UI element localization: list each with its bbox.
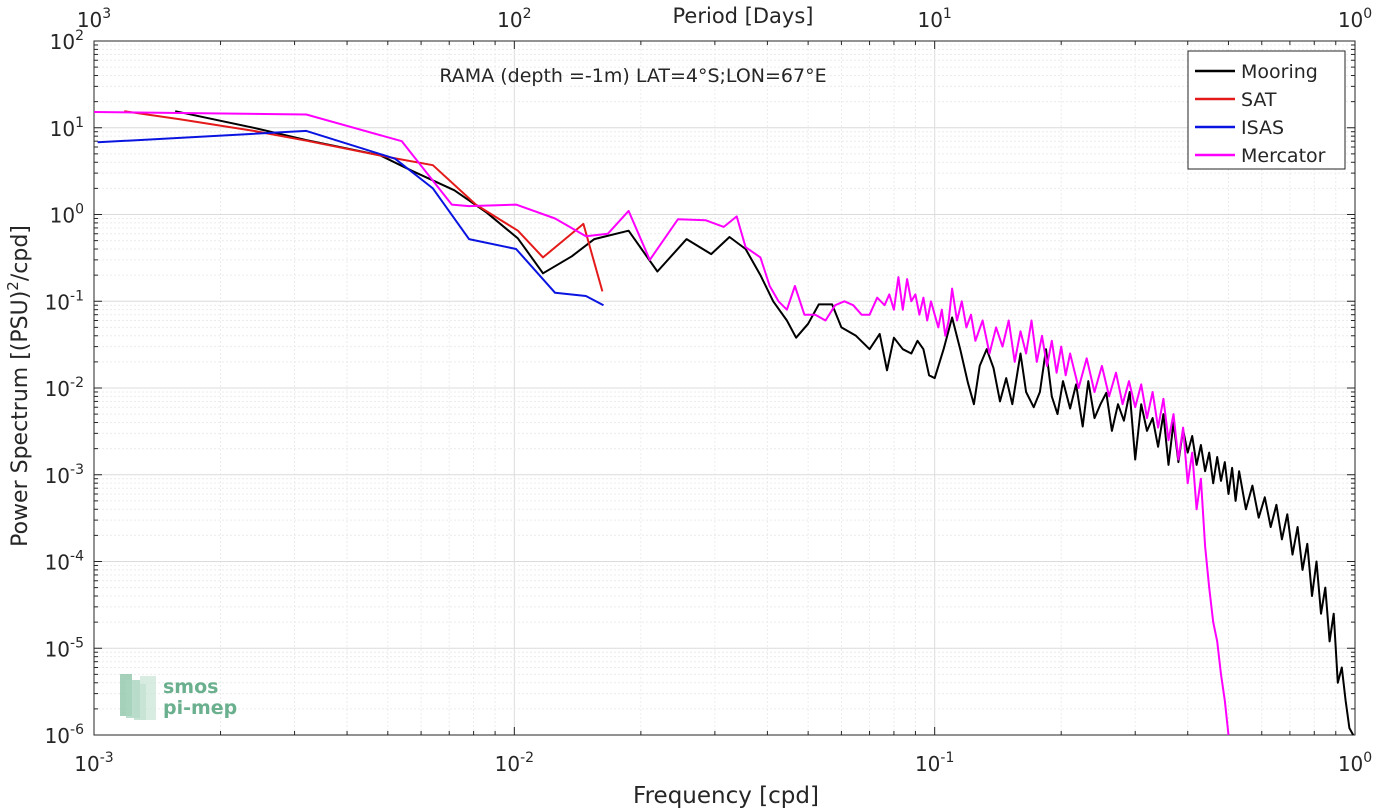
top-tick-label-base: 10 (1338, 8, 1363, 32)
top-tick-label-exp: 2 (523, 6, 532, 22)
y-tick-label-base: 10 (45, 464, 70, 488)
series-line-sat (124, 110, 604, 292)
y-tick-label: 10-3 (45, 462, 84, 488)
top-axis-label: Period [Days] (673, 4, 814, 28)
x-tick-label-base: 10 (495, 752, 520, 776)
smos-pi-mep-logo: smos pi-mep (120, 674, 237, 720)
y-tick-label-base: 10 (45, 551, 70, 575)
x-tick-label-exp: -1 (940, 750, 954, 766)
y-tick-label: 10-6 (45, 722, 85, 748)
top-tick-label: 102 (497, 6, 531, 32)
top-tick-label-exp: 1 (943, 6, 952, 22)
x-tick-label: 10-2 (495, 750, 534, 776)
x-tick-label: 10-3 (74, 750, 113, 776)
y-tick-label: 10-5 (45, 635, 84, 661)
top-tick-label-base: 10 (917, 8, 942, 32)
legend-label-isas: ISAS (1241, 117, 1284, 139)
series-line-isas (97, 129, 604, 307)
series-line-mooring (174, 110, 1355, 736)
y-tick-label-exp: 1 (75, 115, 84, 131)
y-tick-label: 10-1 (45, 288, 84, 314)
y-tick-label-exp: -5 (70, 635, 84, 651)
top-tick-label: 101 (917, 6, 951, 32)
y-tick-label-base: 10 (50, 117, 75, 141)
x-tick-label-exp: -3 (100, 750, 114, 766)
series-lines (93, 110, 1355, 736)
x-tick-label-base: 10 (74, 752, 99, 776)
top-tick-label-exp: 3 (102, 6, 111, 22)
chart-title: RAMA (depth =-1m) LAT=4°S;LON=67°E (439, 65, 826, 87)
y-tick-label: 10-2 (45, 375, 84, 401)
logo-text-line1: smos (163, 676, 218, 698)
logo-text-line2: pi-mep (163, 697, 237, 719)
y-tick-label-base: 10 (50, 30, 75, 54)
series-line-mercator (93, 111, 1230, 736)
y-axis-label: Power Spectrum [(PSU)2/cpd] (4, 225, 33, 547)
y-tick-label: 10-4 (45, 549, 85, 575)
y-tick-label-exp: -3 (70, 462, 84, 478)
y-tick-label-base: 10 (50, 204, 75, 228)
y-axis-label-tail: /cpd] (8, 225, 33, 281)
legend-label-sat: SAT (1241, 89, 1277, 111)
legend: Mooring SAT ISAS Mercator (1187, 50, 1346, 170)
legend-label-mercator: Mercator (1241, 145, 1326, 167)
y-tick-label: 102 (50, 28, 84, 54)
x-axis-label: Frequency [cpd] (633, 783, 819, 809)
grid (94, 41, 1355, 735)
top-tick-label-base: 10 (497, 8, 522, 32)
y-tick-label-exp: -1 (70, 288, 84, 304)
y-tick-label-exp: 2 (75, 28, 84, 44)
y-axis-label-sup: 2 (4, 281, 22, 291)
x-tick-label: 100 (1338, 750, 1372, 776)
x-tick-label: 10-1 (915, 750, 954, 776)
y-tick-label-exp: -2 (70, 375, 84, 391)
x-tick-label-base: 10 (1338, 752, 1363, 776)
legend-label-mooring: Mooring (1241, 61, 1318, 83)
top-tick-label: 103 (77, 6, 111, 32)
y-tick-label-base: 10 (45, 637, 70, 661)
x-tick-label-exp: -2 (520, 750, 534, 766)
y-tick-label-base: 10 (45, 724, 70, 748)
y-tick-label-exp: 0 (75, 202, 84, 218)
logo-block (140, 676, 156, 720)
y-tick-label-base: 10 (45, 377, 70, 401)
x-tick-label-exp: 0 (1363, 750, 1372, 766)
y-tick-label: 101 (50, 115, 84, 141)
top-tick-label: 100 (1338, 6, 1372, 32)
top-tick-label-exp: 0 (1363, 6, 1372, 22)
y-tick-label-base: 10 (45, 290, 70, 314)
y-tick-label-exp: -4 (70, 549, 84, 565)
y-tick-label: 100 (50, 202, 84, 228)
y-axis-label-main: Power Spectrum [(PSU) (8, 291, 33, 547)
top-tick-label-base: 10 (77, 8, 102, 32)
x-tick-label-base: 10 (915, 752, 940, 776)
y-tick-label-exp: -6 (70, 722, 84, 738)
